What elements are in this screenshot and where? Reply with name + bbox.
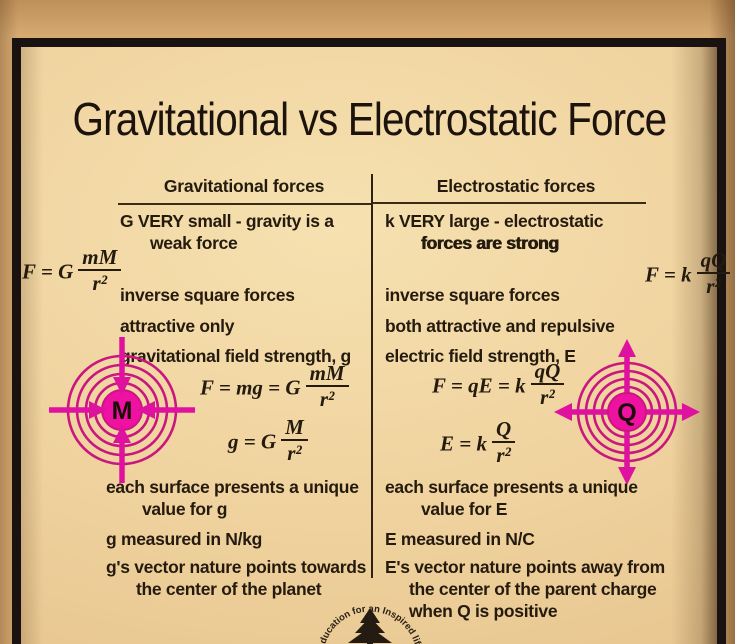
poster-title-text: Gravitational vs Electrostatic Force	[72, 93, 667, 145]
elec-side-fraction: qQ r²	[696, 249, 731, 299]
grav-side-numerator: mM	[78, 246, 122, 272]
elec-force-lhs: F = qE = k	[432, 373, 526, 398]
inward-arrows	[49, 337, 195, 483]
elec-unique-value-line2: value for E	[421, 499, 508, 519]
grav-vector-line2: the center of the planet	[136, 579, 322, 599]
gravitational-header-underline	[118, 203, 372, 205]
elec-e-numerator: Q	[491, 418, 516, 444]
grav-point-field-strength: gravitational field strength, g	[120, 346, 351, 366]
elec-vector-line1: E's vector nature points away from	[385, 557, 665, 577]
gravitational-column-header: Gravitational forces	[163, 176, 325, 196]
mass-label: M	[112, 397, 133, 425]
elec-point-field-strength: electric field strength, E	[385, 346, 576, 366]
grav-g-denominator: r²	[287, 441, 302, 466]
elec-point-attractive-repulsive: both attractive and repulsive	[385, 316, 615, 336]
poster-title: Gravitational vs Electrostatic Force	[21, 92, 717, 146]
grav-g-numerator: M	[281, 416, 308, 442]
charge-label: Q	[617, 399, 636, 427]
electrostatic-bottom-points: each surface presents a unique value for…	[385, 476, 685, 622]
grav-side-denominator: r²	[92, 271, 107, 296]
elec-point-inverse-square: inverse square forces	[385, 285, 560, 305]
elec-point-strong-line2: forces are strong	[421, 233, 559, 253]
elec-e-lhs: E = k	[440, 431, 487, 456]
inward-arrowheads	[89, 377, 155, 443]
grav-point-inverse-square: inverse square forces	[120, 285, 295, 305]
gravitational-bottom-points: each surface presents a unique value for…	[106, 476, 382, 600]
elec-units: E measured in N/C	[385, 529, 535, 549]
grav-unique-value-line1: each surface presents a unique	[106, 477, 359, 497]
elec-side-denominator: r²	[706, 274, 721, 299]
grav-force-fraction: mM r²	[305, 362, 349, 412]
grav-vector-line1: g's vector nature points towards	[106, 557, 367, 577]
elec-point-strong-line1: k VERY large - electrostatic	[385, 211, 604, 231]
elec-side-lhs: F = k	[645, 262, 692, 287]
grav-force-denominator: r²	[319, 387, 335, 412]
poster-frame	[12, 38, 726, 644]
elec-vector-line2: the center of the parent charge	[409, 579, 657, 599]
elec-force-fraction: qQ r²	[530, 360, 565, 410]
tree-icon	[348, 608, 392, 644]
grav-side-lhs: F = G	[22, 259, 74, 284]
electric-field-force-formula: F = qE = k qQ r²	[432, 360, 565, 409]
grav-side-fraction: mM r²	[78, 246, 122, 296]
gravitational-points: G VERY small - gravity is a weak force i…	[120, 210, 378, 367]
elec-force-numerator: qQ	[530, 360, 565, 386]
grav-force-numerator: mM	[305, 362, 349, 388]
electrostatic-force-law-formula: F = k qQ r²	[645, 249, 731, 298]
electrostatic-field-diagram: Q	[554, 339, 700, 485]
electrostatic-column-header: Electrostatic forces	[436, 176, 596, 196]
grav-units: g measured in N/kg	[106, 529, 263, 549]
grav-point-weak-line2: weak force	[150, 233, 238, 253]
elec-vector-line3: when Q is positive	[409, 601, 558, 621]
outward-arrowheads	[554, 339, 700, 485]
gravitational-field-diagram: M	[49, 337, 195, 483]
poster-inner-background	[21, 47, 717, 644]
grav-point-attractive: attractive only	[120, 316, 235, 336]
electrostatic-points: k VERY large - electrostatic forces are …	[385, 210, 670, 367]
column-divider	[371, 174, 373, 578]
electrostatic-header-underline	[372, 202, 646, 204]
grav-force-lhs: F = mg = G	[200, 375, 301, 400]
grav-point-weak-line1: G VERY small - gravity is a	[120, 211, 334, 231]
elec-unique-value-line1: each surface presents a unique	[385, 477, 638, 497]
outward-arrows	[570, 355, 684, 469]
elec-side-numerator: qQ	[696, 249, 731, 275]
elec-force-denominator: r²	[540, 385, 555, 410]
elec-e-denominator: r²	[496, 443, 511, 468]
grav-g-lhs: g = G	[228, 429, 277, 454]
publisher-logo: Education for an Inspired life	[300, 591, 423, 644]
grav-unique-value-line2: value for g	[142, 499, 228, 519]
central-charge-disc	[607, 392, 647, 432]
